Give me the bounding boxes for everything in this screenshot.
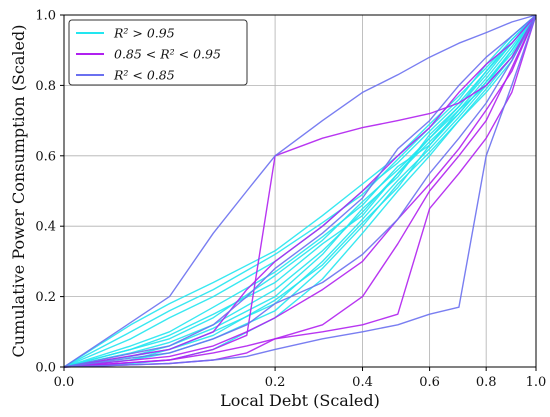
series-line-18 (63, 14, 537, 368)
legend-box (68, 19, 248, 86)
x-tick-label: 0.6 (419, 375, 440, 390)
x-tick-label: 1.0 (526, 375, 547, 390)
legend-label: 0.85 < R² < 0.95 (114, 47, 221, 62)
series-line-0 (63, 14, 537, 368)
y-axis: 0.0 0.2 0.4 0.6 0.8 1.0 (35, 9, 64, 376)
series-line-4 (63, 14, 537, 368)
legend-label: R² < 0.85 (113, 68, 175, 83)
series-line-10 (63, 14, 537, 368)
legend-label: R² > 0.95 (113, 26, 175, 41)
plot-frame (63, 14, 537, 368)
series-line-12 (63, 14, 537, 368)
series-line-17 (63, 14, 537, 368)
y-tick-label: 0.2 (35, 290, 56, 305)
series-line-20 (63, 14, 537, 368)
series-line-19 (63, 14, 537, 368)
y-tick-label: 0.6 (35, 149, 56, 164)
x-tick-label: 0.0 (54, 375, 75, 390)
x-tick-label: 0.2 (265, 375, 286, 390)
y-tick-label: 0.8 (35, 79, 56, 94)
y-axis-title: Cumulative Power Consumption (Scaled) (9, 25, 28, 358)
x-tick-label: 0.4 (352, 375, 373, 390)
series-line-7 (63, 14, 537, 368)
series-layer (63, 14, 537, 368)
series-line-13 (63, 14, 537, 368)
y-tick-label: 1.0 (35, 9, 56, 24)
legend: R² > 0.95 0.85 < R² < 0.95 R² < 0.85 (68, 19, 248, 86)
x-tick-label: 0.8 (476, 375, 497, 390)
series-line-16 (63, 14, 537, 368)
y-tick-label: 0.4 (35, 220, 56, 235)
x-axis-title: Local Debt (Scaled) (220, 391, 380, 410)
x-axis: 0.0 0.2 0.4 0.6 0.8 1.0 (54, 367, 547, 390)
series-line-15 (63, 14, 537, 368)
y-tick-label: 0.0 (35, 361, 56, 376)
